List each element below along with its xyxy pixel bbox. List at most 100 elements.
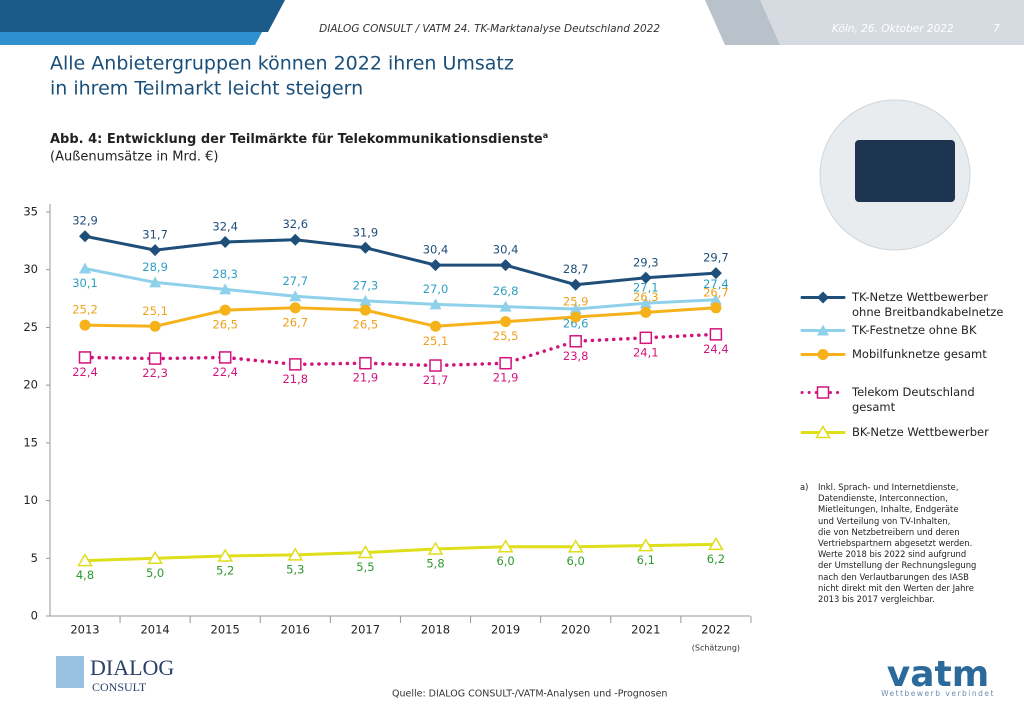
y-tick-label: 20 [23,378,38,392]
marker [817,349,829,360]
value-label: 27,4 [703,277,729,291]
legend-label: BK-Netze Wettbewerber [852,425,989,439]
value-label: 4,8 [76,568,94,582]
marker [816,386,830,399]
marker [500,316,512,328]
value-label: 26,7 [703,285,729,299]
value-label: 22,3 [142,366,168,380]
marker [569,335,582,348]
y-tick-label: 25 [23,320,38,334]
marker [639,331,653,345]
value-label: 6,1 [637,553,655,567]
value-label: 31,9 [353,225,379,239]
header-shape [0,0,285,32]
value-label: 21,8 [282,372,308,386]
header-shape [705,0,780,45]
logo-tagline: Wettbewerb verbindet [881,689,995,698]
marker [78,351,92,364]
value-label: 24,1 [633,345,659,359]
series-line [83,267,718,311]
value-label: 5,8 [426,557,444,571]
y-tick-label: 10 [23,493,38,507]
value-label: 24,4 [703,342,729,356]
title: in ihrem Teilmarkt leicht steigern [50,78,363,100]
value-label: 27,1 [633,281,659,295]
x-tick-label: 2016 [281,623,310,637]
marker [429,359,442,372]
value-label: 23,8 [563,349,589,363]
value-label: 26,3 [633,290,659,304]
header-date: Köln, 26. Oktober 2022 [832,23,954,35]
marker [149,320,161,332]
series-line [83,234,718,287]
legend-item: Telekom Deutschland gesamt [800,385,1020,415]
footnote-line: Mietleitungen, Inhalte, Endgeräte [818,504,959,515]
x-tick-label: 2014 [140,623,169,637]
marker [709,328,723,341]
marker [219,304,231,316]
marker [709,293,722,305]
marker [499,300,512,312]
marker [708,536,724,551]
value-label: 5,0 [146,566,164,580]
marker [149,244,162,257]
legend-label: Mobilfunknetze gesamt [852,347,987,361]
marker [570,311,582,323]
x-tick-label: 2018 [421,623,450,637]
marker [710,302,722,314]
marker [289,358,302,371]
value-label: 32,4 [212,220,238,234]
legend-swatch [800,349,846,360]
y-tick-label: 15 [23,435,38,449]
series-line [83,332,718,368]
value-label: 21,9 [493,371,519,385]
marker [639,271,652,284]
legend-swatch [800,324,846,336]
header-shape [0,32,262,45]
footnote-line: Datendienste, Interconnection, [818,493,948,504]
y-tick-label: 5 [31,551,38,565]
value-label: 26,5 [353,318,379,332]
marker [429,298,442,310]
value-label: 27,7 [282,274,308,288]
marker [359,356,372,370]
legend-swatch [800,386,846,399]
x-tick-label: 2017 [351,623,380,637]
x-tick-label: 2015 [211,623,240,637]
value-label: 28,7 [563,262,589,276]
legend-label: Telekom Deutschland gesamt [852,385,975,414]
marker [77,553,93,567]
legend-label: TK-Netze Wettbewerber ohne Breitbandkabe… [852,290,1004,319]
marker [567,539,584,553]
value-label: 27,3 [353,278,379,292]
marker [427,541,444,555]
value-label: 32,9 [72,214,98,228]
y-tick-label: 0 [31,609,38,623]
marker [497,539,514,553]
logo-text: CONSULT [92,680,147,694]
marker [289,290,302,302]
marker [640,306,652,318]
value-label: 25,1 [423,334,449,348]
value-label: 30,4 [493,243,519,257]
marker [289,233,302,246]
marker [815,425,831,439]
legend-label: TK-Festnetze ohne BK [852,323,977,337]
marker [817,324,829,336]
series-line [83,306,718,328]
legend-swatch [800,425,846,439]
marker [79,319,91,331]
logo-text: DIALOG [90,655,174,680]
y-tick-label: 30 [23,262,38,276]
value-label: 28,9 [142,260,168,274]
value-label: 25,1 [142,304,168,318]
marker [637,538,654,552]
marker [359,241,372,254]
subtitle: Abb. 4: Entwicklung der Teilmärkte für T… [50,131,548,147]
marker [147,550,163,565]
marker [217,548,234,562]
value-label: 26,5 [212,318,238,332]
value-label: 30,4 [423,243,449,257]
marker [639,297,652,309]
